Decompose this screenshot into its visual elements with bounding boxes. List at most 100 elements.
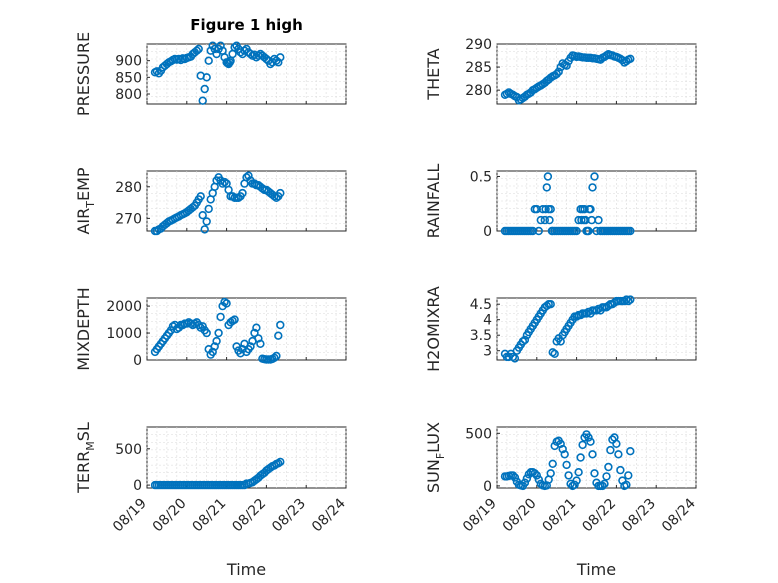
data-point bbox=[598, 481, 607, 491]
data-point bbox=[520, 335, 530, 345]
series-1 bbox=[150, 297, 285, 364]
y-tick-label: 3 bbox=[483, 344, 492, 360]
data-point bbox=[200, 84, 209, 94]
x-tick-label: 08/21 bbox=[540, 496, 580, 536]
data-point bbox=[584, 433, 593, 442]
data-point bbox=[204, 56, 213, 65]
x-axis-label: Time bbox=[576, 560, 616, 579]
data-point bbox=[244, 171, 253, 180]
data-point bbox=[624, 471, 633, 480]
data-point bbox=[216, 312, 225, 322]
data-point bbox=[252, 323, 261, 332]
y-tick-label: 0 bbox=[133, 478, 142, 494]
data-point bbox=[541, 205, 550, 214]
data-point bbox=[510, 473, 520, 482]
y-tick-label: 290 bbox=[465, 37, 492, 53]
data-point bbox=[532, 471, 541, 480]
y-tick-label: 4.5 bbox=[470, 297, 492, 313]
series-1 bbox=[500, 430, 635, 491]
chart-title: Figure 1 high bbox=[190, 16, 303, 34]
data-point bbox=[230, 43, 239, 52]
data-point bbox=[554, 67, 563, 76]
data-point bbox=[548, 459, 557, 468]
x-tick-label: 08/21 bbox=[190, 496, 230, 536]
data-point bbox=[606, 445, 615, 455]
data-point bbox=[600, 479, 609, 488]
data-point bbox=[626, 295, 635, 304]
data-point bbox=[546, 300, 555, 309]
data-point bbox=[564, 471, 573, 480]
data-point bbox=[262, 54, 271, 64]
x-tick-label: 08/19 bbox=[460, 496, 500, 536]
data-point bbox=[542, 301, 551, 310]
x-tick-label: 08/22 bbox=[229, 496, 269, 536]
data-point bbox=[586, 437, 595, 446]
data-point bbox=[626, 226, 635, 236]
y-tick-label: 2000 bbox=[106, 299, 142, 315]
data-point bbox=[546, 469, 555, 478]
data-point bbox=[270, 353, 279, 362]
data-point bbox=[198, 211, 207, 220]
data-point bbox=[196, 192, 205, 201]
data-point bbox=[530, 469, 539, 478]
data-point bbox=[266, 59, 275, 69]
data-point bbox=[510, 354, 520, 363]
data-point bbox=[508, 471, 518, 480]
y-tick-label: 0 bbox=[483, 224, 492, 240]
y-tick-label: 800 bbox=[115, 87, 142, 103]
data-point bbox=[545, 215, 554, 225]
data-point bbox=[198, 322, 207, 331]
data-point bbox=[618, 55, 627, 65]
y-tick-label: 900 bbox=[115, 54, 142, 70]
data-point bbox=[238, 188, 247, 198]
x-tick-label: 08/23 bbox=[269, 496, 309, 536]
y-tick-label: 270 bbox=[115, 211, 142, 227]
y-axis-label: SUNFLUX bbox=[424, 422, 447, 493]
data-point bbox=[558, 444, 567, 454]
series-1 bbox=[500, 49, 635, 105]
data-point bbox=[580, 205, 589, 214]
data-point bbox=[272, 351, 281, 361]
data-point bbox=[202, 73, 211, 82]
data-point bbox=[240, 46, 249, 55]
data-point bbox=[274, 331, 283, 340]
data-point bbox=[236, 48, 245, 57]
data-point bbox=[534, 226, 543, 236]
data-point bbox=[626, 54, 635, 63]
y-tick-label: 280 bbox=[115, 180, 142, 196]
data-point bbox=[578, 440, 587, 450]
data-point bbox=[276, 457, 285, 467]
series-1 bbox=[500, 295, 635, 363]
y-axis-label: RAINFALL bbox=[424, 164, 443, 239]
y-tick-label: 1000 bbox=[106, 326, 142, 342]
data-point bbox=[202, 328, 211, 338]
data-point bbox=[522, 474, 532, 483]
data-point bbox=[198, 96, 207, 105]
data-point bbox=[594, 215, 603, 225]
data-point bbox=[200, 225, 209, 234]
y-axis-label: THETA bbox=[424, 48, 443, 100]
data-point bbox=[250, 328, 259, 338]
axes-6: 33.544.5 H2OMIXRA bbox=[424, 286, 697, 372]
x-axis-label: Time bbox=[226, 560, 266, 579]
data-point bbox=[540, 215, 549, 225]
data-point bbox=[612, 439, 621, 448]
data-point bbox=[560, 450, 569, 459]
data-point bbox=[574, 468, 583, 477]
axes-8: 0 500 08/19 08/20 08/21 08/22 08/23 08/24 Time SU… bbox=[424, 422, 699, 579]
data-point bbox=[590, 172, 599, 181]
data-point bbox=[214, 328, 223, 338]
y-axis-label: AIRTEMP bbox=[74, 167, 97, 234]
data-point bbox=[588, 450, 597, 459]
data-point bbox=[276, 53, 285, 62]
data-point bbox=[542, 183, 551, 192]
y-tick-label: 280 bbox=[465, 83, 492, 99]
y-tick-label: 285 bbox=[465, 60, 492, 76]
data-point bbox=[276, 320, 285, 330]
data-point bbox=[572, 226, 581, 236]
data-point bbox=[534, 475, 543, 484]
x-tick-label: 08/19 bbox=[110, 496, 150, 536]
y-axis-label: PRESSURE bbox=[74, 32, 93, 116]
data-point bbox=[538, 205, 547, 214]
